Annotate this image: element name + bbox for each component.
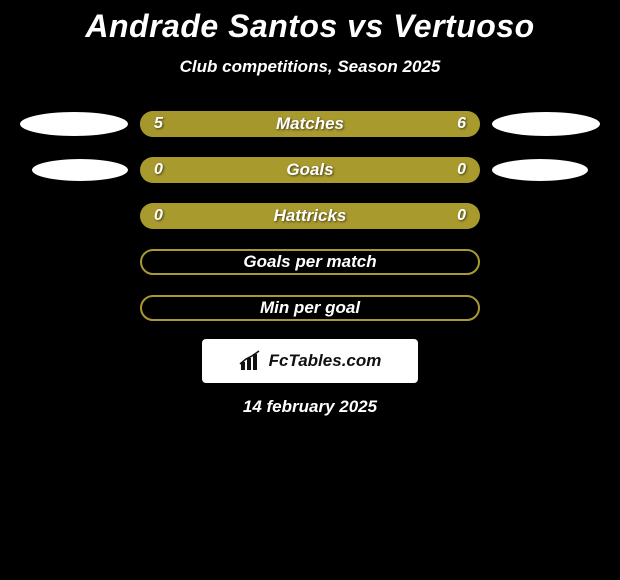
root: Andrade Santos vs Vertuoso Club competit… — [0, 0, 620, 417]
stat-label: Matches — [140, 114, 480, 134]
stat-value-right: 6 — [457, 115, 466, 133]
page-title: Andrade Santos vs Vertuoso — [0, 8, 620, 45]
stat-row: 0Hattricks0 — [0, 201, 620, 231]
subtitle: Club competitions, Season 2025 — [0, 57, 620, 77]
right-marker-ellipse — [492, 159, 588, 181]
stat-rows: 5Matches60Goals00Hattricks0Goals per mat… — [0, 109, 620, 323]
left-marker-ellipse — [32, 159, 128, 181]
stat-value-right: 0 — [457, 207, 466, 225]
stat-bar: 0Goals0 — [140, 157, 480, 183]
stat-bar: 5Matches6 — [140, 111, 480, 137]
brand-badge: FcTables.com — [202, 339, 418, 383]
stat-label: Hattricks — [140, 206, 480, 226]
stat-row: 0Goals0 — [0, 155, 620, 185]
stat-value-right: 0 — [457, 161, 466, 179]
stat-bar: Goals per match — [140, 249, 480, 275]
stat-row: Goals per match — [0, 247, 620, 277]
brand-text: FcTables.com — [269, 351, 382, 371]
left-marker-ellipse — [20, 112, 128, 136]
stat-row: 5Matches6 — [0, 109, 620, 139]
bar-chart-icon — [239, 350, 265, 372]
stat-row: Min per goal — [0, 293, 620, 323]
stat-bar: Min per goal — [140, 295, 480, 321]
stat-label: Min per goal — [142, 298, 478, 318]
stat-label: Goals per match — [142, 252, 478, 272]
stat-label: Goals — [140, 160, 480, 180]
date-label: 14 february 2025 — [0, 397, 620, 417]
right-marker-ellipse — [492, 112, 600, 136]
stat-bar: 0Hattricks0 — [140, 203, 480, 229]
